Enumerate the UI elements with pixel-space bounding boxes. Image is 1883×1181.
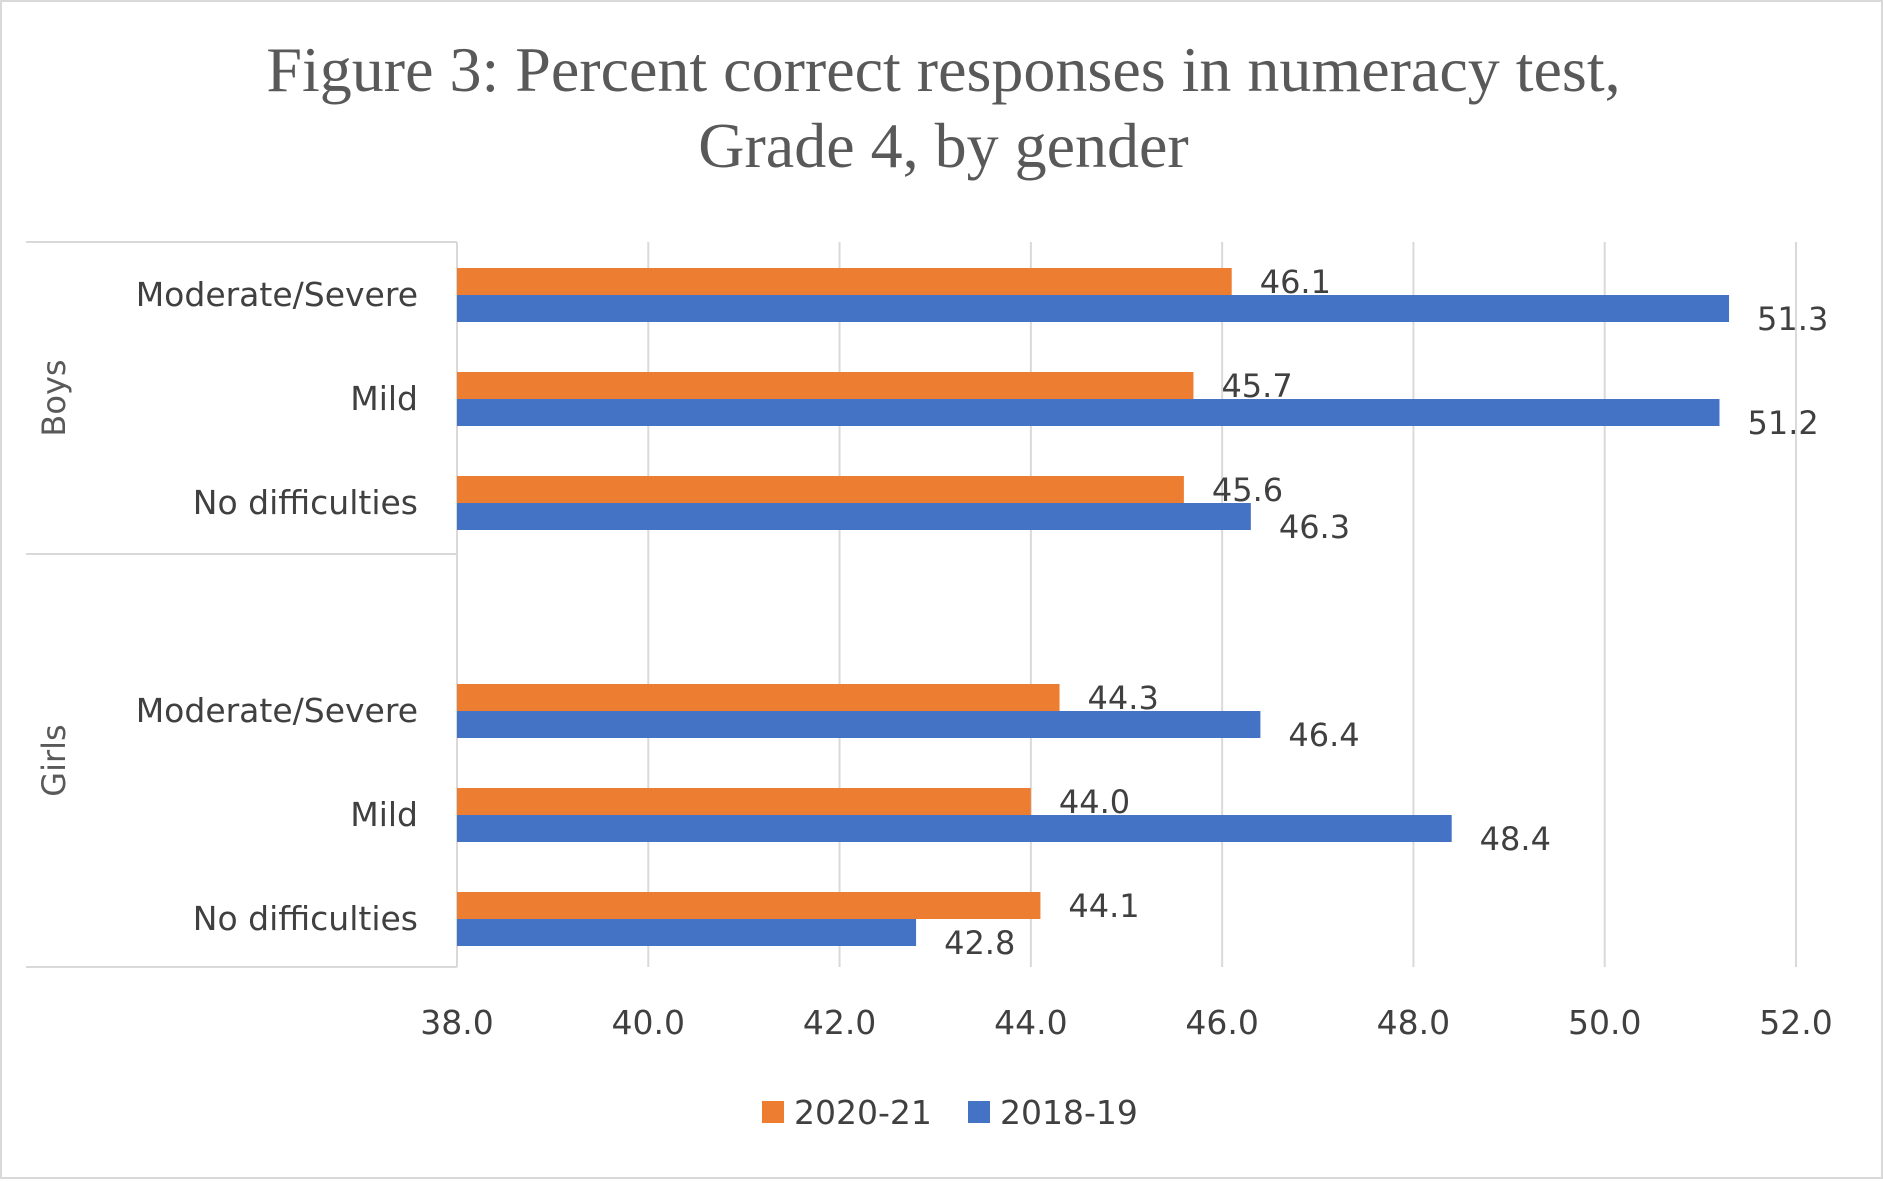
bar-2020-21-0 — [457, 268, 1232, 295]
chart-title-line-1: Figure 3: Percent correct responses in n… — [266, 34, 1621, 105]
data-label-2020-21-4: 44.0 — [1059, 783, 1130, 821]
data-label-2018-19-3: 46.4 — [1288, 716, 1359, 754]
data-label-2020-21-1: 45.7 — [1221, 367, 1292, 405]
bar-2018-19-3 — [457, 711, 1261, 738]
category-label-1-2: No difficulties — [193, 899, 418, 938]
data-label-2018-19-0: 51.3 — [1757, 300, 1828, 338]
x-tick-label-6: 50.0 — [1568, 1003, 1641, 1042]
bar-2018-19-0 — [457, 295, 1730, 322]
data-label-2020-21-0: 46.1 — [1260, 263, 1331, 301]
x-tick-label-1: 40.0 — [612, 1003, 685, 1042]
x-tick-label-0: 38.0 — [420, 1003, 493, 1042]
x-tick-label-7: 52.0 — [1759, 1003, 1832, 1042]
legend-label-2020-21: 2020-21 — [794, 1093, 932, 1132]
legend-label-2018-19: 2018-19 — [1000, 1093, 1138, 1132]
bar-2020-21-5 — [457, 892, 1041, 919]
data-label-2020-21-2: 45.6 — [1212, 471, 1283, 509]
bar-2020-21-2 — [457, 476, 1184, 503]
category-label-0-1: Mild — [350, 379, 418, 418]
data-label-2020-21-3: 44.3 — [1088, 679, 1159, 717]
bar-2018-19-1 — [457, 399, 1720, 426]
chart-title: Figure 3: Percent correct responses in n… — [2, 32, 1883, 184]
bar-2020-21-3 — [457, 684, 1060, 711]
chart-title-line-2: Grade 4, by gender — [698, 110, 1189, 181]
category-label-0-0: Moderate/Severe — [136, 275, 418, 314]
data-label-2018-19-2: 46.3 — [1279, 508, 1350, 546]
legend-swatch-2018-19 — [968, 1101, 990, 1123]
data-label-2020-21-5: 44.1 — [1068, 887, 1139, 925]
group-label-boys: Boys — [35, 359, 73, 436]
bar-2020-21-1 — [457, 372, 1194, 399]
x-tick-label-5: 48.0 — [1377, 1003, 1450, 1042]
data-label-2018-19-1: 51.2 — [1747, 404, 1818, 442]
x-tick-label-4: 46.0 — [1185, 1003, 1258, 1042]
bar-2018-19-4 — [457, 815, 1452, 842]
data-label-2018-19-5: 42.8 — [944, 924, 1015, 962]
bar-2018-19-2 — [457, 503, 1251, 530]
group-label-girls: Girls — [35, 724, 73, 796]
data-label-2018-19-4: 48.4 — [1480, 820, 1551, 858]
category-label-1-1: Mild — [350, 795, 418, 834]
x-tick-label-3: 44.0 — [994, 1003, 1067, 1042]
category-label-0-2: No difficulties — [193, 483, 418, 522]
bar-2020-21-4 — [457, 788, 1031, 815]
bar-2018-19-5 — [457, 919, 917, 946]
category-label-1-0: Moderate/Severe — [136, 691, 418, 730]
legend-swatch-2020-21 — [762, 1101, 784, 1123]
x-tick-label-2: 42.0 — [803, 1003, 876, 1042]
